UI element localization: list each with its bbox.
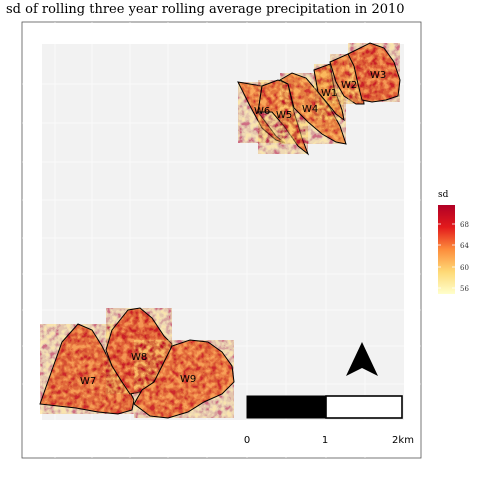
legend-tick-64: 64 [460, 242, 469, 250]
parcel-label-w5: W5 [276, 110, 292, 121]
legend-title: sd [438, 190, 449, 200]
legend-colorbar [438, 205, 455, 294]
legend-tick-68: 68 [460, 221, 469, 229]
parcel-label-w2: W2 [341, 80, 357, 91]
scale-bar [246, 395, 403, 419]
parcel-label-w7: W7 [80, 376, 96, 387]
parcel-w4 [278, 72, 347, 145]
map-title: sd of rolling three year rolling average… [6, 2, 405, 17]
parcel-w3 [347, 42, 401, 103]
parcel-w7 [39, 323, 135, 415]
parcel-w9 [133, 339, 235, 419]
parcel-label-w4: W4 [302, 104, 318, 115]
scale-label-0: 0 [244, 435, 250, 446]
parcel-label-w6: W6 [254, 106, 270, 117]
north-arrow-icon [346, 342, 378, 376]
parcel-label-w3: W3 [370, 70, 386, 81]
parcel-label-w8: W8 [131, 352, 147, 363]
scale-label-2km: 2km [392, 435, 414, 446]
legend-tick-56: 56 [460, 285, 469, 293]
legend-tick-60: 60 [460, 264, 469, 272]
parcel-w8 [105, 307, 173, 395]
parcel-label-w1: W1 [321, 88, 337, 99]
parcel-label-w9: W9 [180, 374, 196, 385]
scale-label-1: 1 [322, 435, 328, 446]
parcel-w1 [313, 63, 345, 122]
